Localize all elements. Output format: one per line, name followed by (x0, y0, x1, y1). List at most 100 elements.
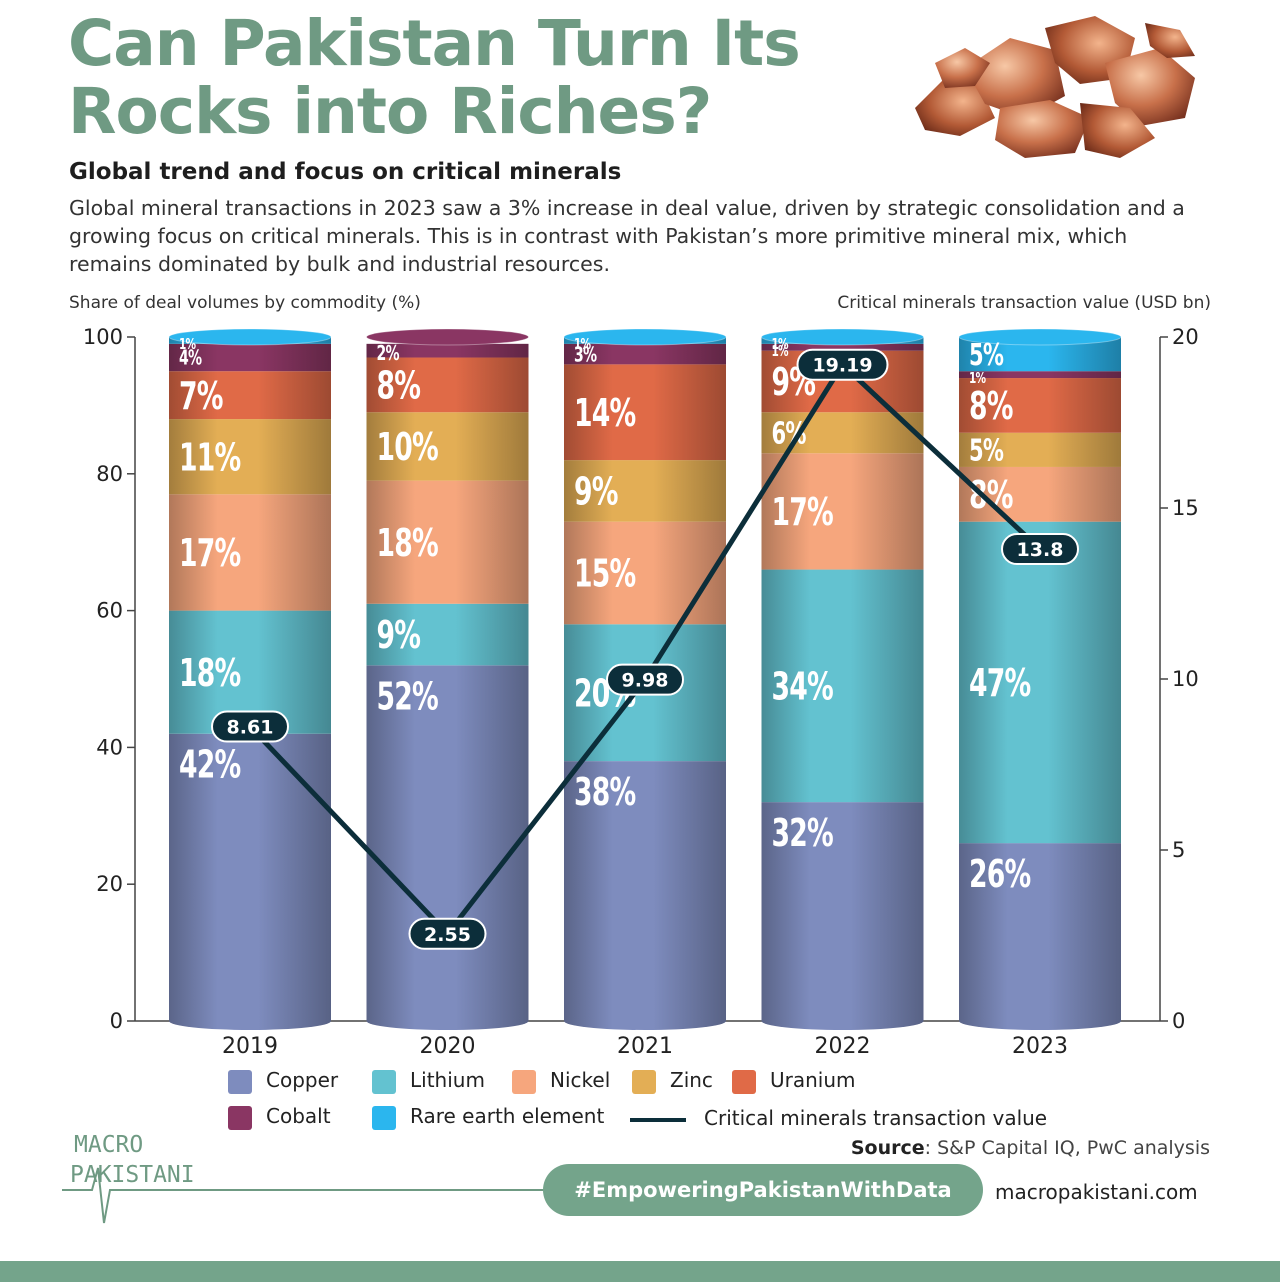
bar-segment-cobalt (761, 343, 924, 351)
legend-label: Lithium (410, 1068, 485, 1092)
legend-item-copper: Copper (228, 1068, 338, 1094)
bar-top-cap (168, 328, 332, 346)
segment-label: 1% (179, 337, 196, 354)
legend-item-nickel: Nickel (512, 1068, 610, 1094)
legend-item-rare-earth: Rare earth element (372, 1104, 604, 1130)
segment-label: 8% (969, 473, 1013, 518)
bar-segment-zinc (366, 412, 529, 481)
legend-swatch (512, 1069, 536, 1094)
line-point-label: 13.8 (1017, 539, 1064, 561)
legend-label: Nickel (550, 1068, 611, 1092)
segment-label: 42% (179, 743, 241, 788)
x-tick-label: 2023 (1012, 1034, 1068, 1059)
bar-segment-zinc (564, 460, 726, 522)
segment-label: 1% (574, 337, 591, 354)
bar-segment-copper (959, 843, 1121, 1030)
segment-label: 8% (376, 364, 420, 409)
legend-label: Cobalt (266, 1104, 331, 1128)
segment-label: 47% (969, 662, 1031, 707)
source-note: Source: S&P Capital IQ, PwC analysis (851, 1137, 1210, 1159)
segment-label: 34% (772, 665, 834, 710)
right-tick-label: 10 (1172, 667, 1199, 691)
segment-label: 38% (574, 771, 636, 816)
bar-top-cap (563, 328, 727, 346)
source-label: Source (850, 1137, 925, 1159)
bar-top-cap (366, 328, 529, 346)
segment-label: 1% (772, 337, 789, 354)
segment-label: 17% (772, 491, 834, 536)
bar-segment-nickel (564, 521, 726, 625)
legend-swatch (632, 1069, 656, 1094)
bar-segment-cobalt (959, 371, 1121, 379)
legend-line-swatch (630, 1117, 686, 1122)
left-tick-label: 100 (83, 325, 123, 349)
bar-segment-lithium (959, 521, 1121, 844)
legend-label: Uranium (770, 1068, 856, 1092)
legend-label: Zinc (670, 1068, 713, 1092)
segment-label: 32% (772, 812, 834, 857)
segment-label: 26% (969, 853, 1031, 898)
bar-segment-uranium (959, 378, 1121, 433)
segment-label: 8% (969, 385, 1013, 430)
bar-segment-lithium (366, 603, 529, 666)
legend-item-cobalt: Cobalt (228, 1104, 331, 1130)
segment-label: 1% (969, 371, 986, 388)
segment-label: 11% (179, 436, 241, 481)
left-tick-label: 80 (96, 462, 123, 486)
right-tick-label: 5 (1172, 838, 1185, 862)
bottom-band (0, 1261, 1280, 1282)
line-point-label: 2.55 (424, 924, 471, 946)
segment-label: 5% (969, 338, 1004, 373)
bar-segment-cobalt (366, 343, 529, 358)
segment-label: 4% (179, 347, 202, 370)
page-title: Can Pakistan Turn Its Rocks into Riches? (68, 7, 801, 148)
source-text: : S&P Capital IQ, PwC analysis (924, 1137, 1210, 1159)
bar-segment-uranium (169, 371, 331, 420)
bar-segment-zinc (169, 419, 331, 495)
legend-swatch (372, 1069, 396, 1094)
left-axis-title: Share of deal volumes by commodity (%) (69, 293, 421, 313)
bar-segment-cobalt (169, 343, 331, 372)
legend-label: Rare earth element (410, 1104, 605, 1128)
segment-label: 14% (574, 391, 636, 436)
right-tick-label: 20 (1172, 325, 1199, 349)
bar-segment-copper (761, 802, 924, 1030)
legend-swatch (228, 1105, 252, 1130)
segment-label: 9% (376, 614, 420, 659)
website-link[interactable]: macropakistani.com (995, 1180, 1198, 1204)
bar-segment-copper (564, 761, 726, 1030)
right-tick-label: 0 (1172, 1009, 1185, 1033)
bar-segment-copper (366, 665, 529, 1030)
segment-label: 5% (969, 434, 1004, 469)
copper-rocks-image (915, 16, 1195, 158)
bar-segment-nickel (959, 466, 1121, 522)
left-tick-label: 20 (96, 872, 123, 896)
legend-item-zinc: Zinc (632, 1068, 713, 1094)
segment-label: 9% (574, 470, 618, 515)
bar-top-cap (958, 328, 1122, 346)
legend-item-uranium: Uranium (732, 1068, 856, 1094)
right-axis-title: Critical minerals transaction value (USD… (837, 293, 1211, 313)
bar-segment-zinc (959, 432, 1121, 467)
legend-swatch (732, 1069, 756, 1094)
segment-label: 15% (574, 552, 636, 597)
left-tick-label: 60 (96, 599, 123, 623)
chart-subtitle: Global trend and focus on critical miner… (69, 159, 622, 185)
line-point-badge (1001, 533, 1079, 566)
bar-segment-nickel (169, 494, 331, 611)
bar-segment-uranium (564, 364, 726, 461)
legend-swatch (372, 1105, 396, 1130)
bar-segment-lithium (761, 569, 924, 803)
legend-item-line: Critical minerals transaction value (630, 1106, 1047, 1130)
line-point-badge (211, 710, 289, 743)
segment-label: 17% (179, 532, 241, 577)
legend-swatch (228, 1069, 252, 1094)
line-point-label: 19.19 (812, 355, 872, 377)
segment-label: 2% (376, 342, 399, 365)
bar-top-cap (761, 328, 924, 346)
x-tick-label: 2020 (420, 1034, 476, 1059)
legend-label: Critical minerals transaction value (704, 1106, 1048, 1130)
line-point-label: 8.61 (227, 717, 274, 739)
line-point-label: 9.98 (622, 670, 669, 692)
x-tick-label: 2019 (222, 1034, 278, 1059)
